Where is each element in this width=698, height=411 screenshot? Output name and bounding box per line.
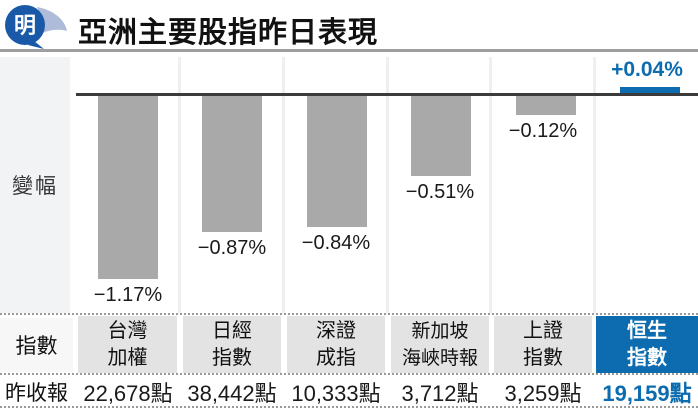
bar-nikkei	[202, 96, 262, 232]
bar-straits-times	[411, 96, 471, 176]
logo-character: 明	[14, 13, 36, 38]
bar-value-label: −0.12%	[508, 120, 578, 142]
index-name-line: 上證	[523, 319, 563, 342]
index-cell-shenzhen-component: 深證 成指	[287, 316, 385, 373]
close-value-taiwan-weighted: 22,678點	[83, 380, 173, 406]
change-row-label: 變幅	[12, 175, 58, 198]
bar-value-label: −0.87%	[197, 237, 267, 259]
index-name-line: 加權	[107, 346, 148, 369]
index-name-line: 台灣	[107, 319, 148, 342]
index-name-line: 深證	[316, 319, 356, 342]
index-name-line: 指數	[627, 346, 667, 369]
bar-shanghai-composite	[516, 96, 576, 115]
index-cell-taiwan-weighted: 台灣 加權	[78, 316, 177, 373]
bar-value-label: −0.51%	[405, 181, 475, 203]
bar-value-label: +0.04%	[611, 58, 683, 81]
index-name-line: 新加坡	[411, 320, 469, 342]
table-divider-middle	[0, 373, 698, 375]
index-name-line: 海峽時報	[401, 347, 478, 369]
logo-bubble-tail	[28, 41, 44, 49]
close-value-nikkei: 38,442點	[187, 380, 277, 406]
bar-hang-seng	[620, 87, 680, 93]
index-name-line: 指數	[212, 346, 252, 369]
index-cell-shanghai-composite: 上證 指數	[494, 316, 592, 373]
close-value-hang-seng: 19,159點	[602, 380, 692, 406]
column-separator	[282, 57, 285, 313]
change-row-label-box: 變幅	[0, 57, 70, 313]
index-row-label: 指數	[0, 318, 73, 372]
bar-value-label: −1.17%	[93, 284, 163, 306]
index-name-line: 日經	[212, 319, 252, 342]
column-separator	[593, 57, 596, 313]
mingpao-logo: 明	[5, 5, 67, 49]
column-separator	[489, 57, 492, 313]
index-cell-nikkei: 日經 指數	[183, 316, 281, 373]
bar-taiwan-weighted	[98, 96, 158, 279]
page-title: 亞洲主要股指昨日表現	[78, 17, 379, 49]
index-cell-straits-times: 新加坡 海峽時報	[391, 316, 489, 373]
close-value-straits-times: 3,712點	[401, 380, 479, 406]
index-name-line: 指數	[523, 346, 563, 369]
table-divider-bottom	[0, 406, 698, 408]
close-value-shanghai-composite: 3,259點	[504, 380, 582, 406]
column-separator	[386, 57, 389, 313]
zero-axis-line	[76, 93, 698, 96]
title-divider	[0, 49, 698, 52]
index-name-line: 恒生	[627, 319, 667, 342]
column-separator	[178, 57, 181, 313]
logo-bubble	[5, 5, 45, 45]
index-name-line: 成指	[316, 346, 356, 369]
close-value-shenzhen-component: 10,333點	[291, 380, 381, 406]
bar-value-label: −0.84%	[301, 232, 371, 254]
index-cell-hang-seng: 恒生 指數	[596, 316, 698, 373]
bar-shenzhen-component	[307, 96, 367, 227]
table-divider-top	[0, 313, 698, 315]
close-row-label: 昨收報	[5, 381, 68, 405]
